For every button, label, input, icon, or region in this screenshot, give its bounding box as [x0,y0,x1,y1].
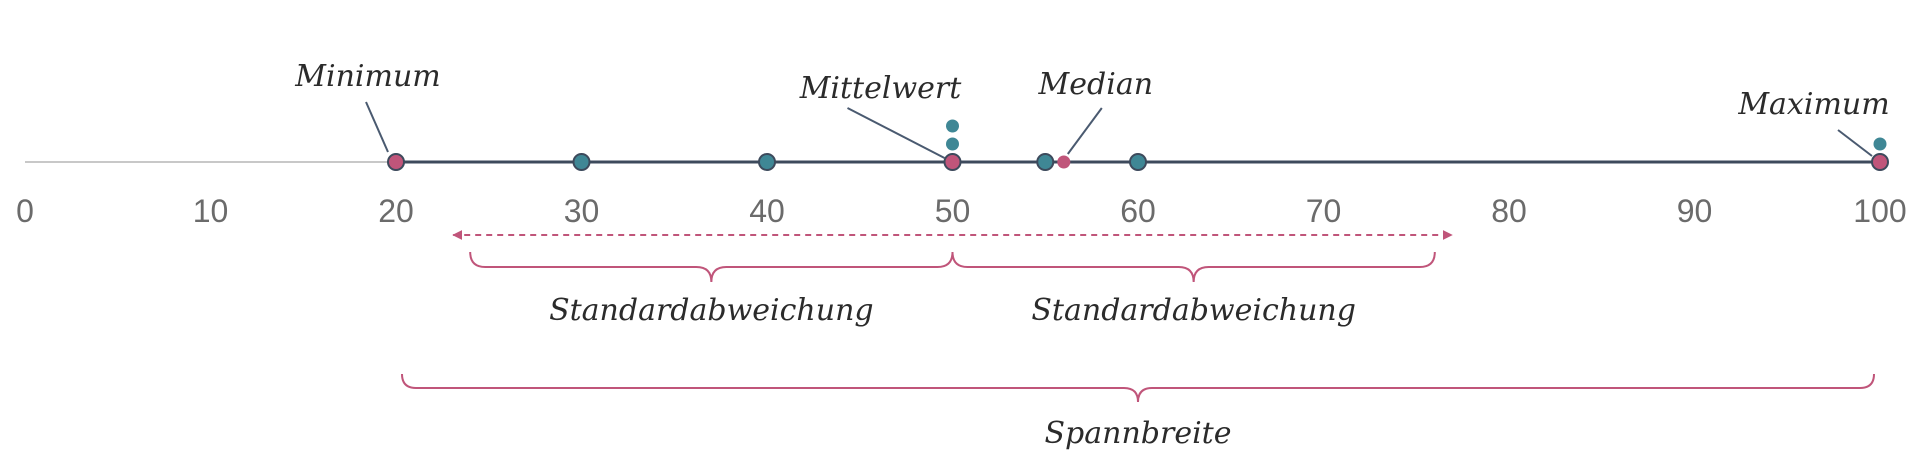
maximum-connector [1837,129,1873,157]
minimum-label: Minimum [294,59,440,94]
median-marker [1057,155,1071,169]
tick-label-100: 100 [1853,193,1906,229]
tick-label-30: 30 [564,193,600,229]
data-point-40-0 [758,153,776,171]
tick-label-50: 50 [935,193,971,229]
mean-connector [847,107,945,159]
data-point-30-0 [572,153,591,171]
data-point-55-0 [1036,153,1055,171]
tick-label-60: 60 [1120,193,1156,229]
tick-label-20: 20 [378,193,414,229]
std-right-brace [951,251,1436,283]
tick-label-0: 0 [16,193,34,229]
data-point-50-1 [946,137,959,151]
data-point-100-0 [1871,153,1889,171]
tick-label-70: 70 [1306,193,1342,229]
median-connector [1066,107,1103,155]
tick-label-10: 10 [193,193,229,229]
data-point-100-1 [1873,137,1887,151]
data-point-50-2 [946,119,959,133]
annotation-connectors [365,101,1873,159]
range-label: Spannbreite [1045,416,1232,451]
data-points [387,119,1889,171]
std-left-label: Standardabweichung [549,293,874,328]
std-right-label: Standardabweichung [1031,293,1356,328]
tick-label-40: 40 [749,193,785,229]
data-point-50-0 [943,153,962,171]
range-brace [401,373,1875,403]
maximum-label: Maximum [1737,87,1889,122]
data-point-60-0 [1129,153,1147,171]
tick-label-80: 80 [1491,193,1527,229]
data-point-20-0 [387,153,405,171]
mean-label: Mittelwert [799,71,963,106]
axis-tick-labels: 0 10 20 30 40 50 60 70 80 90 100 [16,193,1907,229]
tick-label-90: 90 [1677,193,1713,229]
median-label: Median [1038,67,1153,102]
minimum-connector [365,101,389,153]
std-left-brace [469,251,954,283]
